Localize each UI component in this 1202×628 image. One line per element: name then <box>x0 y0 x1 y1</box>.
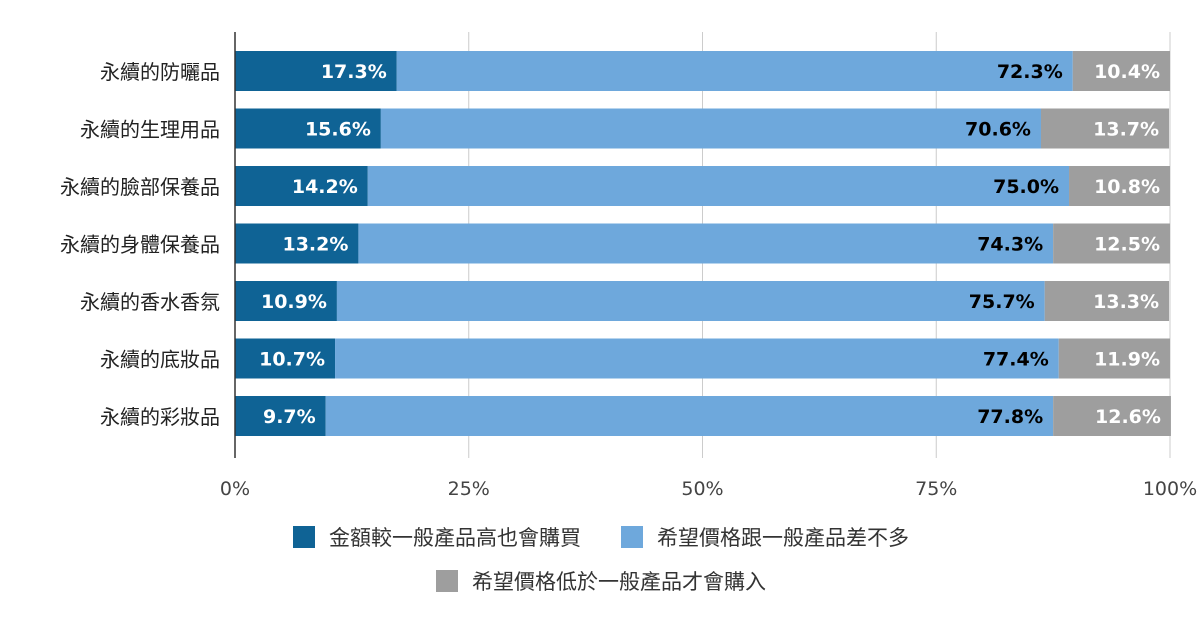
legend-label-series-2: 希望價格跟一般產品差不多 <box>657 526 909 550</box>
bar-series3-row5 <box>1044 281 1170 321</box>
data-label-series3-row1: 10.4% <box>1094 61 1160 83</box>
bar-series1-row5 <box>235 281 337 321</box>
category-label-row1: 永續的防曬品 <box>100 60 220 84</box>
data-label-series2-row6: 77.4% <box>983 349 1049 371</box>
bar-series2-row7 <box>325 396 1054 436</box>
bar-series3-row7 <box>1053 396 1171 436</box>
legend-item-series-1: 金額較一般產品高也會購買 <box>293 522 581 552</box>
legend-swatch-series-3 <box>436 570 458 592</box>
x-tick-label-25: 25% <box>448 478 490 500</box>
data-label-series3-row5: 13.3% <box>1093 291 1159 313</box>
data-label-series2-row7: 77.8% <box>977 406 1043 428</box>
data-label-series1-row7: 9.7% <box>263 406 316 428</box>
x-tick-label-75: 75% <box>915 478 957 500</box>
bar-series1-row6 <box>235 338 336 379</box>
data-label-series1-row6: 10.7% <box>259 349 325 371</box>
x-tick-label-100: 100% <box>1143 478 1197 500</box>
bar-series1-row7 <box>235 396 326 436</box>
legend-label-series-3: 希望價格低於一般產品才會購入 <box>472 570 766 594</box>
x-tick-label-50: 50% <box>681 478 723 500</box>
legend-swatch-series-1 <box>293 526 315 548</box>
data-label-series1-row4: 13.2% <box>282 234 348 256</box>
data-label-series2-row2: 70.6% <box>965 119 1031 141</box>
data-label-series3-row7: 12.6% <box>1095 406 1161 428</box>
category-label-row2: 永續的生理用品 <box>80 118 220 142</box>
legend-swatch-series-2 <box>621 526 643 548</box>
data-label-series2-row1: 72.3% <box>997 61 1063 83</box>
bar-series2-row1 <box>396 51 1073 91</box>
bar-series2-row4 <box>358 223 1054 264</box>
x-tick-label-0: 0% <box>220 478 250 500</box>
data-label-series3-row3: 10.8% <box>1094 176 1160 198</box>
bar-series3-row3 <box>1069 166 1170 206</box>
category-label-row4: 永續的身體保養品 <box>60 233 220 257</box>
category-label-row5: 永續的香水香氛 <box>80 290 220 314</box>
legend-item-series-3: 希望價格低於一般產品才會購入 <box>436 566 766 596</box>
category-label-row6: 永續的底妝品 <box>100 348 220 372</box>
legend-row-1: 金額較一般產品高也會購買 希望價格跟一般產品差不多 <box>0 522 1202 552</box>
bar-series1-row3 <box>235 166 368 206</box>
bar-series2-row3 <box>367 166 1070 206</box>
bar-series1-row4 <box>235 223 359 264</box>
data-label-series2-row4: 74.3% <box>977 234 1043 256</box>
data-label-series2-row3: 75.0% <box>993 176 1059 198</box>
legend-label-series-1: 金額較一般產品高也會購買 <box>329 526 581 550</box>
bar-series3-row1 <box>1072 51 1170 91</box>
bar-series2-row6 <box>335 338 1059 379</box>
bar-series3-row4 <box>1053 223 1170 264</box>
legend-item-series-2: 希望價格跟一般產品差不多 <box>621 522 909 552</box>
data-label-series1-row3: 14.2% <box>292 176 358 198</box>
data-label-series1-row2: 15.6% <box>305 119 371 141</box>
stacked-bar-chart: 17.3% 72.3% 10.4% 永續的防曬品 15.6% 70.6% 13.7% 永續的生… <box>60 32 1197 500</box>
data-label-series3-row2: 13.7% <box>1093 119 1159 141</box>
data-label-series1-row5: 10.9% <box>261 291 327 313</box>
bar-series2-row5 <box>336 281 1045 321</box>
bar-series1-row1 <box>235 51 397 91</box>
data-label-series3-row6: 11.9% <box>1094 349 1160 371</box>
bar-series3-row6 <box>1058 338 1170 379</box>
category-label-row3: 永續的臉部保養品 <box>60 175 220 199</box>
bar-series2-row2 <box>380 108 1041 149</box>
bar-series3-row2 <box>1040 108 1170 149</box>
bar-series1-row2 <box>235 108 381 149</box>
data-label-series3-row4: 12.5% <box>1094 234 1160 256</box>
data-label-series1-row1: 17.3% <box>321 61 387 83</box>
legend-row-2: 希望價格低於一般產品才會購入 <box>0 566 1202 596</box>
category-label-row7: 永續的彩妝品 <box>100 405 220 429</box>
data-label-series2-row5: 75.7% <box>969 291 1035 313</box>
